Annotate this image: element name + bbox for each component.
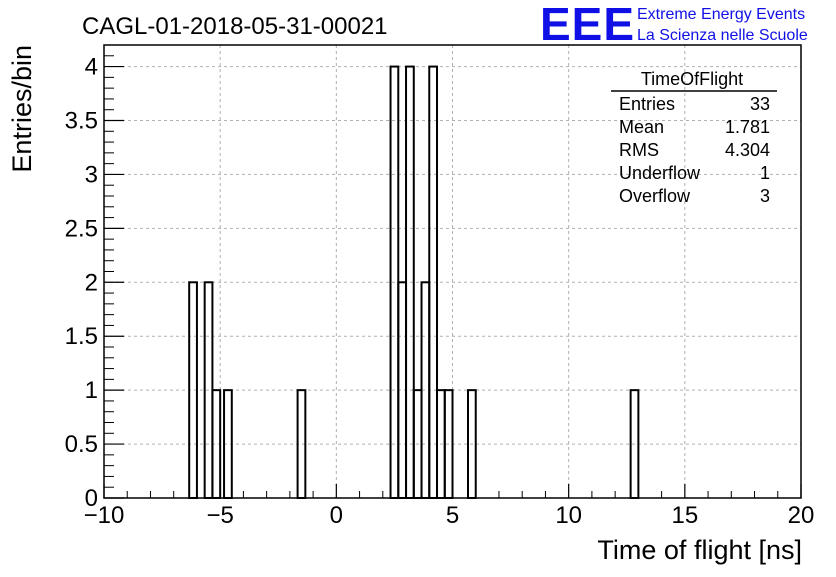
x-tick-label: −10 <box>84 502 125 529</box>
logo-line-2: La Scienza nelle Scuole <box>637 27 808 44</box>
stats-row-value: 1.781 <box>725 117 770 137</box>
x-tick-label: −5 <box>206 502 233 529</box>
stats-row-label: Underflow <box>619 163 701 183</box>
x-tick-label: 0 <box>330 502 343 529</box>
eee-logo: EEE Extreme Energy Events La Scienza nel… <box>540 0 808 50</box>
stats-row-label: Overflow <box>619 186 691 206</box>
stats-row-value: 33 <box>750 94 770 114</box>
histogram-bars <box>188 65 640 499</box>
stats-row-label: Mean <box>619 117 664 137</box>
x-tick-label: 10 <box>555 502 582 529</box>
y-tick-label: 1 <box>85 377 98 404</box>
chart-title: CAGL-01-2018-05-31-00021 <box>82 13 388 40</box>
x-tick-label: 20 <box>788 502 815 529</box>
y-tick-label: 3.5 <box>65 108 98 135</box>
x-tick-label: 5 <box>446 502 459 529</box>
y-tick-label: 2 <box>85 269 98 296</box>
y-tick-label: 0 <box>85 485 98 512</box>
y-tick-label: 4 <box>85 54 98 81</box>
x-axis-title: Time of flight [ns] <box>597 535 802 565</box>
y-tick-label: 1.5 <box>65 323 98 350</box>
stats-title: TimeOfFlight <box>641 69 743 89</box>
stats-rows: Entries 33 Mean 1.781 RMS 4.304 Underflow 1 Over… <box>619 94 770 206</box>
stats-row-value: 1 <box>760 163 770 183</box>
y-tick-label: 3 <box>85 161 98 188</box>
x-tick-label: 15 <box>671 502 698 529</box>
stats-box: TimeOfFlight Entries 33 Mean 1.781 RMS 4.304 U… <box>611 69 777 206</box>
tick-labels: −10 −5 0 5 10 15 20 0 0.5 1 1.5 2 2.5 3 3.5 4 <box>65 54 815 529</box>
stats-row-label: Entries <box>619 94 675 114</box>
y-axis-title: Entries/bin <box>7 45 37 173</box>
axis-ticks <box>103 55 802 499</box>
y-tick-label: 2.5 <box>65 215 98 242</box>
stats-row-label: RMS <box>619 140 659 160</box>
stats-row-value: 3 <box>760 186 770 206</box>
logo-line-1: Extreme Energy Events <box>637 6 805 23</box>
y-tick-label: 0.5 <box>65 431 98 458</box>
logo-mark: EEE <box>540 0 635 50</box>
stats-row-value: 4.304 <box>725 140 770 160</box>
